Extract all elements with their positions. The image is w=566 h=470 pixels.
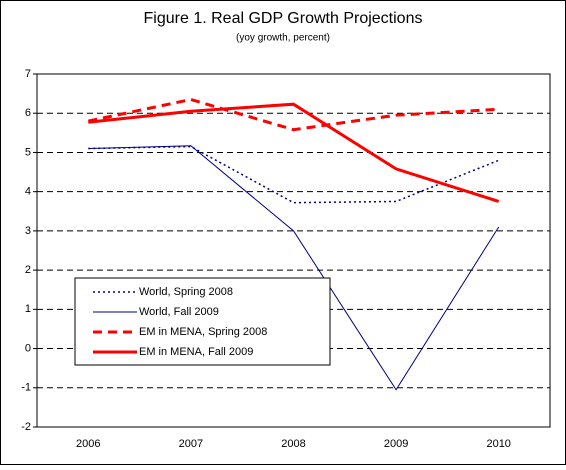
y-tick-label: -1 <box>21 382 31 394</box>
y-tick-label: 1 <box>25 303 31 315</box>
chart-subtitle: (yoy growth, percent) <box>236 33 330 44</box>
y-tick-label: 5 <box>25 146 31 158</box>
y-tick-label: -2 <box>21 421 31 433</box>
y-tick-label: 4 <box>25 186 31 198</box>
x-tick-label: 2007 <box>179 438 203 450</box>
plot-frame <box>36 73 551 428</box>
legend-label: EM in MENA, Spring 2008 <box>139 326 267 338</box>
series-line <box>87 97 499 132</box>
x-tick-label: 2009 <box>384 438 408 450</box>
chart-title: Figure 1. Real GDP Growth Projections <box>144 10 423 27</box>
legend-label: World, Fall 2009 <box>139 306 219 318</box>
y-tick-label: 6 <box>25 107 31 119</box>
y-tick-label: 7 <box>25 68 31 80</box>
x-tick-label: 2006 <box>76 438 100 450</box>
series-line <box>88 102 500 203</box>
legend-label: World, Spring 2008 <box>139 286 233 298</box>
legend-label: EM in MENA, Fall 2009 <box>139 346 253 358</box>
series-line <box>88 145 500 391</box>
y-tick-label: 0 <box>25 342 31 354</box>
x-tick-label: 2010 <box>486 438 510 450</box>
y-tick-label: 2 <box>25 264 31 276</box>
y-tick-label: 3 <box>25 225 31 237</box>
x-tick-label: 2008 <box>281 438 305 450</box>
